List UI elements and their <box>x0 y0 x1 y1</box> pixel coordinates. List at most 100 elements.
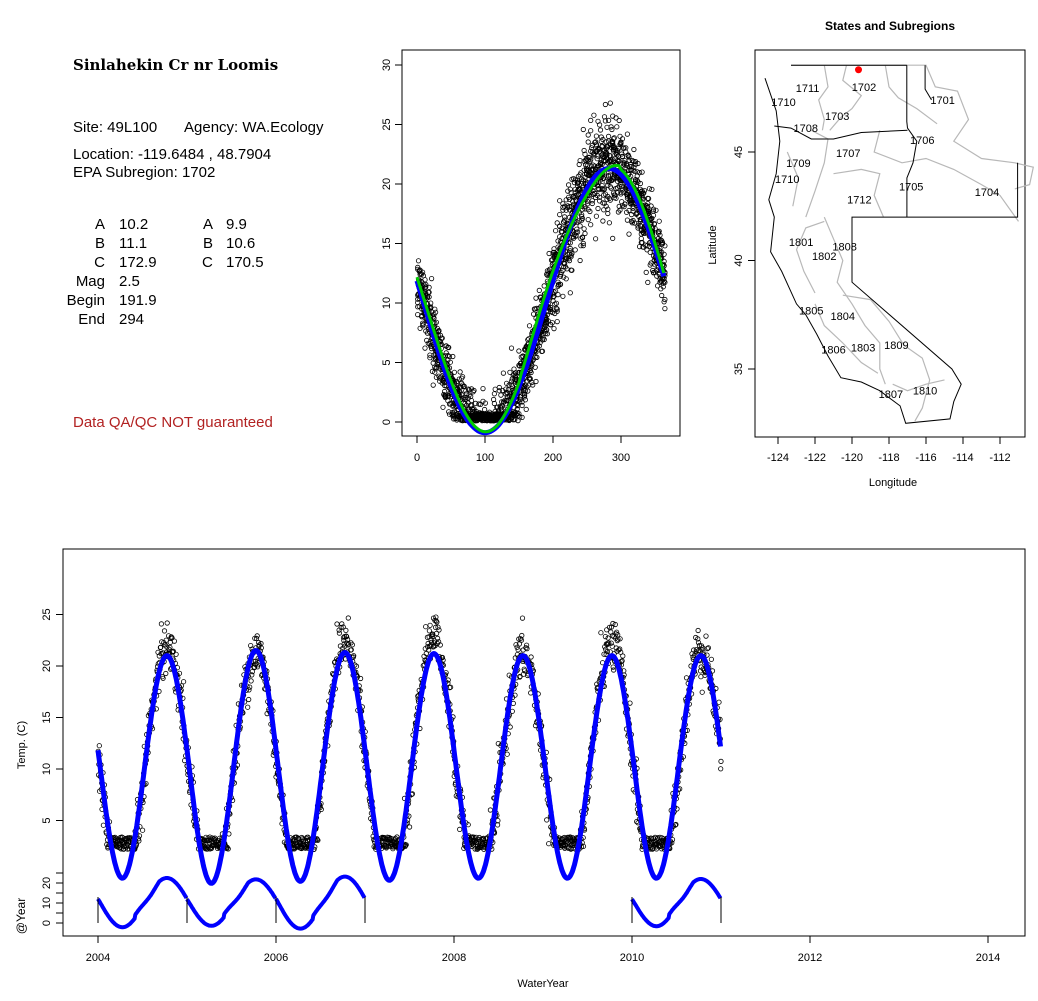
data-point <box>437 332 444 338</box>
data-point <box>357 675 364 682</box>
data-point <box>626 167 632 174</box>
data-point <box>601 200 608 206</box>
data-point <box>252 658 259 664</box>
data-point <box>428 275 435 282</box>
data-point <box>588 117 594 124</box>
data-point <box>662 296 668 303</box>
data-point <box>634 818 640 825</box>
data-point <box>158 644 164 650</box>
data-point <box>613 115 619 121</box>
subregion-boundary <box>805 129 829 218</box>
data-point <box>140 827 146 833</box>
subregion-label: 1707 <box>836 148 860 160</box>
data-point <box>454 380 460 386</box>
data-point <box>521 391 528 397</box>
data-point <box>253 635 260 642</box>
data-point <box>521 668 528 674</box>
data-point <box>579 212 585 218</box>
data-point <box>586 167 592 173</box>
data-point <box>592 236 599 242</box>
subregion-boundary <box>786 151 799 207</box>
data-point <box>160 675 166 681</box>
data-point <box>594 192 600 198</box>
data-point <box>545 318 551 324</box>
subregion-label: 1702 <box>852 82 876 94</box>
data-point <box>340 624 346 630</box>
data-point <box>645 279 651 285</box>
data-point <box>607 153 613 159</box>
data-point <box>565 182 572 188</box>
data-point <box>596 187 602 193</box>
data-point <box>616 117 622 124</box>
data-point <box>248 678 254 684</box>
data-point <box>610 136 617 142</box>
subregion-label: 1701 <box>930 95 954 107</box>
data-point <box>581 167 587 173</box>
data-point <box>618 649 624 655</box>
state-boundary <box>906 65 918 218</box>
data-point <box>509 383 515 389</box>
data-point <box>343 634 350 640</box>
data-point <box>515 647 521 653</box>
state-boundaries <box>764 64 1019 424</box>
data-point <box>602 191 609 197</box>
data-point <box>655 229 662 235</box>
data-point <box>450 413 457 419</box>
data-point <box>415 264 421 270</box>
data-point <box>254 633 260 639</box>
data-point <box>619 154 626 160</box>
data-point <box>618 139 624 145</box>
data-point <box>430 382 436 388</box>
time-series-plot: 2004 2006 2008 2010 2012 2014 5 10 15 20 25 0 10 20 <box>41 548 1026 964</box>
data-point <box>513 642 519 648</box>
qa-disclaimer: Data QA/QC NOT guaranteed <box>73 414 273 431</box>
y-tick-label: 15 <box>41 711 53 723</box>
data-point <box>705 645 712 651</box>
y-tick-label: 45 <box>733 146 745 158</box>
data-point <box>568 254 574 260</box>
state-boundary <box>774 125 908 140</box>
data-point <box>603 651 609 658</box>
data-point <box>557 212 563 218</box>
data-point <box>574 183 581 189</box>
subregion-label: 1808 <box>832 241 856 253</box>
subregion-boundaries <box>786 64 1035 422</box>
param-label-2: B <box>203 235 214 252</box>
agency: Agency: WA.Ecology <box>184 119 324 136</box>
data-point <box>661 251 667 257</box>
data-point <box>433 319 439 325</box>
data-point <box>576 161 582 168</box>
data-point <box>617 133 623 139</box>
data-point <box>638 189 644 195</box>
data-point <box>96 743 102 749</box>
data-point <box>445 394 451 400</box>
data-point <box>554 306 560 312</box>
data-point <box>505 417 511 423</box>
data-point <box>468 386 475 392</box>
data-point <box>433 618 439 624</box>
data-point <box>621 161 627 167</box>
site-id: Site: 49L100 <box>73 119 158 136</box>
data-point <box>532 306 538 312</box>
data-point <box>170 648 176 654</box>
data-point <box>718 766 724 772</box>
data-point <box>315 837 321 843</box>
y-tick-label: 5 <box>381 359 393 365</box>
data-point <box>457 369 463 375</box>
data-point <box>568 267 574 273</box>
data-point <box>432 306 438 312</box>
data-point <box>615 636 621 642</box>
data-point <box>501 399 507 405</box>
x-tick-label: 2014 <box>976 952 1000 964</box>
data-point <box>551 293 557 299</box>
y-tick-label: 25 <box>41 608 53 620</box>
param-value: 191.9 <box>119 292 157 309</box>
data-point <box>595 163 601 169</box>
site-marker <box>855 66 863 74</box>
data-point <box>616 203 622 209</box>
y-tick-label: 20 <box>381 178 393 190</box>
data-point <box>627 700 633 706</box>
subregion-boundary <box>892 379 945 392</box>
data-point <box>466 387 472 393</box>
data-point <box>422 285 428 291</box>
